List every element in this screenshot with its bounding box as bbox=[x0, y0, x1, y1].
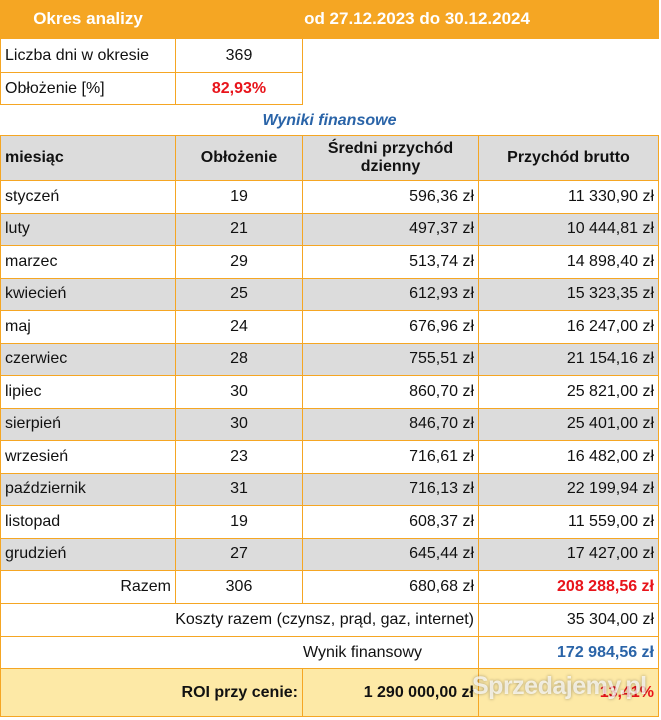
costs-value: 35 304,00 zł bbox=[478, 603, 659, 637]
table-cell: lipiec bbox=[0, 375, 176, 409]
table-cell: 27 bbox=[175, 537, 303, 571]
totals-cell: 680,68 zł bbox=[302, 570, 479, 604]
table-cell: 846,70 zł bbox=[302, 407, 479, 441]
summary-header: Okres analizy bbox=[0, 0, 176, 39]
table-cell: październik bbox=[0, 472, 176, 506]
table-cell: 28 bbox=[175, 342, 303, 376]
roi-label: ROI przy cenie: bbox=[0, 668, 303, 717]
table-cell: kwiecień bbox=[0, 277, 176, 311]
table-cell: 23 bbox=[175, 440, 303, 474]
watermark: Sprzedajemy.pl bbox=[472, 672, 647, 700]
table-cell: maj bbox=[0, 310, 176, 344]
table-cell: sierpień bbox=[0, 407, 176, 441]
table-cell: listopad bbox=[0, 505, 176, 539]
totals-cell: Razem bbox=[0, 570, 176, 604]
table-cell: 716,13 zł bbox=[302, 472, 479, 506]
column-header: Przychód brutto bbox=[478, 135, 659, 181]
costs-label: Koszty razem (czynsz, prąd, gaz, interne… bbox=[0, 603, 479, 637]
section-title: Wyniki finansowe bbox=[262, 111, 397, 129]
summary-value: 369 bbox=[175, 38, 303, 73]
roi-value: 13,41% bbox=[478, 668, 659, 717]
table-cell: 25 bbox=[175, 277, 303, 311]
column-header: Obłożenie bbox=[175, 135, 303, 181]
table-cell: 14 898,40 zł bbox=[478, 245, 659, 279]
table-cell: marzec bbox=[0, 245, 176, 279]
totals-cell: 306 bbox=[175, 570, 303, 604]
table-cell: 612,93 zł bbox=[302, 277, 479, 311]
table-cell: 30 bbox=[175, 407, 303, 441]
table-cell: wrzesień bbox=[0, 440, 176, 474]
table-cell: 645,44 zł bbox=[302, 537, 479, 571]
table-cell: 16 482,00 zł bbox=[478, 440, 659, 474]
table-cell: 19 bbox=[175, 505, 303, 539]
table-cell: 11 330,90 zł bbox=[478, 180, 659, 214]
roi-price: 1 290 000,00 zł bbox=[302, 668, 479, 717]
table-cell: 716,61 zł bbox=[302, 440, 479, 474]
summary-label: Obłożenie [%] bbox=[0, 72, 176, 105]
table-cell: 513,74 zł bbox=[302, 245, 479, 279]
summary-value: 82,93% bbox=[175, 72, 303, 105]
table-cell: 497,37 zł bbox=[302, 212, 479, 246]
table-cell: 19 bbox=[175, 180, 303, 214]
table-cell: 22 199,94 zł bbox=[478, 472, 659, 506]
table-cell: 755,51 zł bbox=[302, 342, 479, 376]
column-header: Średni przychód dzienny bbox=[302, 135, 479, 181]
table-cell: 16 247,00 zł bbox=[478, 310, 659, 344]
table-cell: 21 154,16 zł bbox=[478, 342, 659, 376]
result-label: Wynik finansowy bbox=[303, 643, 423, 661]
table-cell: 25 821,00 zł bbox=[478, 375, 659, 409]
table-cell: 25 401,00 zł bbox=[478, 407, 659, 441]
table-cell: 24 bbox=[175, 310, 303, 344]
table-cell: 15 323,35 zł bbox=[478, 277, 659, 311]
table-cell: 17 427,00 zł bbox=[478, 537, 659, 571]
summary-label: Liczba dni w okresie bbox=[0, 38, 176, 73]
table-cell: luty bbox=[0, 212, 176, 246]
table-cell: 608,37 zł bbox=[302, 505, 479, 539]
table-cell: 860,70 zł bbox=[302, 375, 479, 409]
table-cell: 11 559,00 zł bbox=[478, 505, 659, 539]
totals-cell: 208 288,56 zł bbox=[478, 570, 659, 604]
table-cell: grudzień bbox=[0, 537, 176, 571]
table-cell: 596,36 zł bbox=[302, 180, 479, 214]
column-header: miesiąc bbox=[0, 135, 176, 181]
table-cell: 31 bbox=[175, 472, 303, 506]
table-cell: 10 444,81 zł bbox=[478, 212, 659, 246]
result-row: Wynik finansowy bbox=[0, 636, 479, 669]
table-cell: styczeń bbox=[0, 180, 176, 214]
result-value: 172 984,56 zł bbox=[478, 636, 659, 669]
table-cell: 30 bbox=[175, 375, 303, 409]
table-cell: 29 bbox=[175, 245, 303, 279]
table-cell: 21 bbox=[175, 212, 303, 246]
summary-header: od 27.12.2023 do 30.12.2024 bbox=[175, 0, 659, 39]
table-cell: czerwiec bbox=[0, 342, 176, 376]
table-cell: 676,96 zł bbox=[302, 310, 479, 344]
